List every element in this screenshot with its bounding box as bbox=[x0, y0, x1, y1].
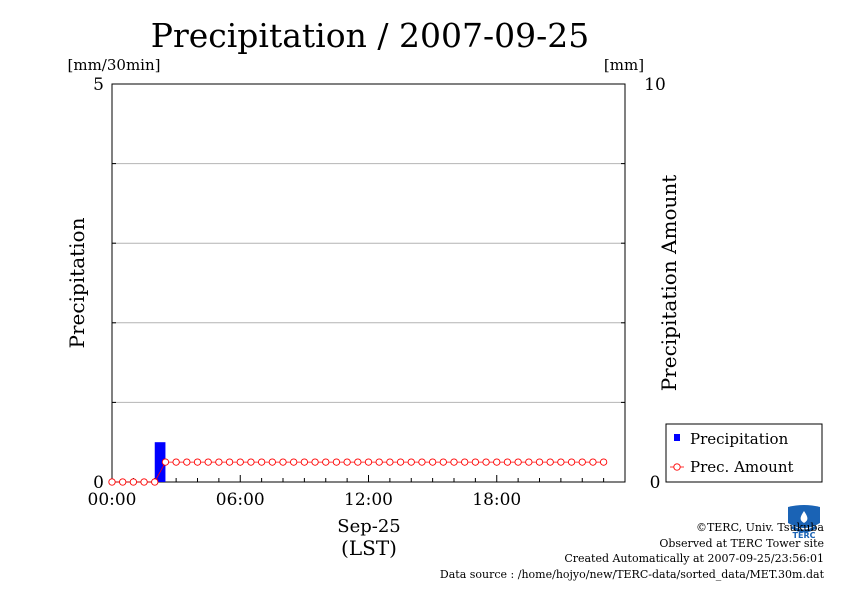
precipitation-amount-point bbox=[140, 478, 148, 486]
precipitation-amount-point bbox=[268, 458, 276, 466]
precipitation-amount-point bbox=[151, 478, 159, 486]
right-axis-label: Precipitation Amount bbox=[657, 175, 681, 392]
precipitation-amount-point bbox=[546, 458, 554, 466]
precipitation-amount-point bbox=[461, 458, 469, 466]
precipitation-amount-point bbox=[300, 458, 309, 466]
observed-text: Observed at TERC Tower site bbox=[659, 536, 824, 550]
left-axis-tick-label: 5 bbox=[93, 75, 104, 95]
precipitation-amount-point bbox=[247, 458, 255, 466]
precipitation-amount-point bbox=[396, 458, 405, 466]
precipitation-amount-point bbox=[514, 458, 522, 466]
precipitation-amount-point bbox=[503, 458, 512, 466]
left-axis-tick-label: 0 bbox=[93, 473, 104, 493]
precipitation-amount-point bbox=[236, 458, 244, 466]
precipitation-amount-point bbox=[493, 458, 501, 466]
plot-area-frame bbox=[111, 83, 626, 483]
precipitation-amount-point bbox=[119, 478, 127, 486]
precipitation-amount-point bbox=[322, 458, 330, 466]
precipitation-amount-point bbox=[418, 458, 426, 466]
precipitation-amount-point bbox=[311, 458, 319, 466]
gridlines bbox=[112, 163, 625, 403]
legend-amount-marker bbox=[673, 463, 681, 471]
right-axis-tick-label: 10 bbox=[644, 75, 666, 95]
precipitation-amount-point bbox=[364, 458, 373, 466]
precipitation-amount-point bbox=[279, 458, 287, 466]
precipitation-amount-point bbox=[193, 458, 202, 466]
x-axis-date-label: Sep-25 bbox=[337, 516, 401, 537]
x-axis-tick-label: 06:00 bbox=[216, 490, 265, 510]
precipitation-bars bbox=[154, 442, 166, 482]
precipitation-amount-point bbox=[407, 458, 415, 466]
copyright-text: ©TERC, Univ. Tsukuba bbox=[695, 521, 824, 534]
legend-precipitation-label: Precipitation bbox=[690, 430, 789, 448]
left-axis-label: Precipitation bbox=[65, 217, 89, 348]
precipitation-amount-point bbox=[225, 458, 234, 466]
precipitation-amount-point bbox=[183, 458, 191, 466]
precipitation-amount-point bbox=[535, 458, 544, 466]
precipitation-amount-point bbox=[439, 458, 447, 466]
precipitation-bar bbox=[154, 442, 166, 482]
precipitation-amount-point bbox=[129, 478, 138, 486]
terc-logo-text: TERC bbox=[793, 531, 816, 539]
x-axis-tick-label: 00:00 bbox=[88, 490, 137, 510]
precipitation-amount-point bbox=[354, 458, 362, 466]
x-axis-tick-label: 12:00 bbox=[344, 490, 393, 510]
legend-box bbox=[665, 423, 823, 483]
precipitation-amount-point bbox=[332, 458, 341, 466]
legend-precipitation-swatch bbox=[674, 434, 680, 441]
precipitation-amount-point bbox=[204, 458, 212, 466]
precipitation-amount-point bbox=[108, 478, 116, 486]
precipitation-amount-point bbox=[375, 458, 383, 466]
x-axis-tick-label: 18:00 bbox=[472, 490, 521, 510]
terc-logo: TERC bbox=[784, 503, 824, 539]
precipitation-amount-point bbox=[428, 458, 437, 466]
precipitation-amount-point bbox=[343, 458, 351, 466]
precipitation-amount-point bbox=[290, 458, 298, 466]
data-source-text: Data source : /home/hojyo/new/TERC-data/… bbox=[439, 567, 824, 581]
left-axis-ticks: 50 bbox=[93, 75, 116, 493]
precipitation-amount-point bbox=[257, 458, 266, 466]
right-axis-ticks: 10 0 bbox=[621, 75, 666, 493]
precipitation-amount-point bbox=[589, 458, 597, 466]
precipitation-amount-point bbox=[215, 458, 223, 466]
precipitation-amount-point bbox=[450, 458, 458, 466]
x-axis-unit-label: (LST) bbox=[341, 536, 397, 560]
precipitation-amount-point bbox=[482, 458, 490, 466]
right-axis-unit: [mm] bbox=[604, 56, 644, 74]
legend: Precipitation Prec. Amount bbox=[665, 423, 823, 483]
created-text: Created Automatically at 2007-09-25/23:5… bbox=[564, 552, 824, 565]
credits: ©TERC, Univ. Tsukuba Observed at TERC To… bbox=[440, 520, 824, 582]
precipitation-amount-point bbox=[172, 458, 180, 466]
left-axis-unit: [mm/30min] bbox=[68, 56, 161, 74]
x-axis-ticks: 00:00 06:00 12:00 18:00 bbox=[88, 475, 626, 510]
legend-amount-label: Prec. Amount bbox=[690, 458, 794, 476]
precipitation-amount-point bbox=[557, 458, 565, 466]
precipitation-amount-point bbox=[471, 458, 480, 466]
chart-title: Precipitation / 2007-09-25 bbox=[151, 16, 589, 55]
precipitation-amount-series bbox=[108, 458, 608, 486]
precipitation-amount-point bbox=[386, 458, 394, 466]
precipitation-amount-point bbox=[161, 458, 170, 466]
precipitation-amount-point bbox=[525, 458, 533, 466]
precipitation-amount-point bbox=[578, 458, 586, 466]
precipitation-amount-point bbox=[567, 458, 576, 466]
right-axis-tick-label: 0 bbox=[650, 473, 661, 493]
precipitation-amount-point bbox=[599, 458, 608, 466]
